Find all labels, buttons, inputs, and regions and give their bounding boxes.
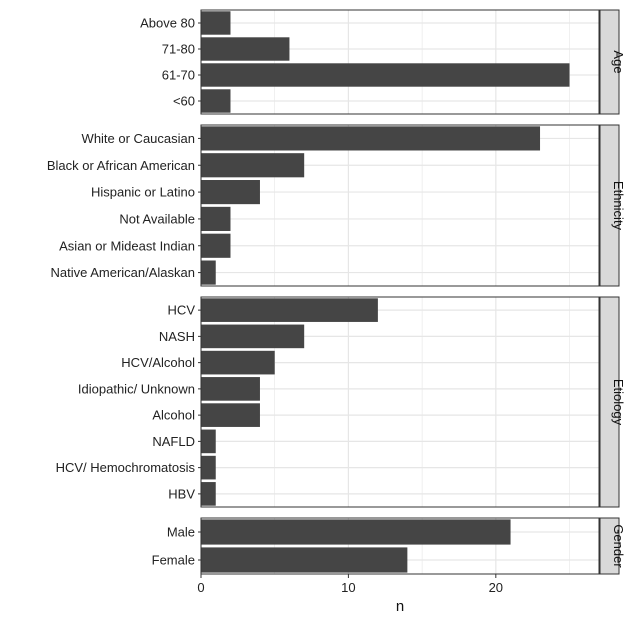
category-label: Not Available: [119, 211, 195, 226]
panel-background: [201, 10, 599, 114]
x-axis: 0 10 20: [197, 574, 503, 595]
category-label: Idiopathic/ Unknown: [78, 381, 195, 396]
facet-panel-ethnicity: White or Caucasian Black or African Ameri…: [47, 124, 626, 287]
category-label: Male: [167, 525, 195, 540]
category-label: 61-70: [162, 68, 195, 83]
category-label: HCV/ Hemochromatosis: [56, 460, 196, 475]
category-label: <60: [173, 94, 195, 109]
bar: [201, 455, 216, 480]
bar: [201, 63, 570, 87]
panel-border: [200, 124, 600, 287]
bar: [201, 324, 305, 349]
category-label: White or Caucasian: [82, 131, 195, 146]
facet-strip-label: Gender: [611, 524, 626, 568]
facet-strip: [599, 296, 620, 508]
category-label: HBV: [168, 486, 195, 501]
panel-border: [200, 9, 600, 115]
x-tick-label: 0: [197, 580, 204, 595]
panel-border: [200, 517, 600, 575]
facet-strip: [599, 124, 620, 287]
category-label: Alcohol: [152, 408, 195, 423]
panels-layer: Above 80 71-80 61-70 <60 Age White or Caucasi…: [47, 9, 626, 575]
bar: [201, 260, 216, 285]
bar: [201, 429, 216, 454]
bar: [201, 153, 305, 178]
x-axis-title: n: [396, 598, 404, 615]
bar: [201, 37, 290, 61]
bar: [201, 180, 260, 205]
facet-strip-label: Ethnicity: [611, 181, 626, 231]
bar: [201, 89, 231, 113]
bar: [201, 298, 378, 322]
facet-strip-label: Etiology: [611, 379, 626, 426]
bar: [201, 11, 231, 35]
bar: [201, 206, 231, 231]
category-label: Native American/Alaskan: [50, 265, 195, 280]
bar: [201, 519, 511, 545]
facet-panel-gender: Male Female Gender: [152, 517, 626, 575]
panel-border: [200, 296, 600, 508]
category-label: NAFLD: [152, 434, 195, 449]
panel-background: [201, 125, 599, 286]
facet-strip-label: Age: [611, 50, 626, 73]
x-tick-label: 10: [341, 580, 355, 595]
category-label: HCV: [168, 303, 196, 318]
facet-panel-etiology: HCV NASH HCV/Alcohol Idiopathic/ Unknown Alc…: [56, 296, 626, 508]
bar: [201, 377, 260, 401]
category-label: Above 80: [140, 16, 195, 31]
facet-strip: [599, 517, 620, 575]
category-label: Hispanic or Latino: [91, 185, 195, 200]
bar: [201, 233, 231, 258]
category-label: Female: [152, 553, 195, 568]
bar: [201, 126, 541, 151]
facet-panel-age: Above 80 71-80 61-70 <60 Age: [140, 9, 626, 115]
category-label: 71-80: [162, 42, 195, 57]
facet-strip: [599, 9, 620, 115]
bar: [201, 350, 275, 375]
category-label: NASH: [159, 329, 195, 344]
bar: [201, 482, 216, 506]
category-label: Black or African American: [47, 158, 195, 173]
bar: [201, 403, 260, 427]
x-tick-label: 20: [489, 580, 503, 595]
category-label: HCV/Alcohol: [121, 355, 195, 370]
bar: [201, 547, 408, 573]
category-label: Asian or Mideast Indian: [59, 238, 195, 253]
